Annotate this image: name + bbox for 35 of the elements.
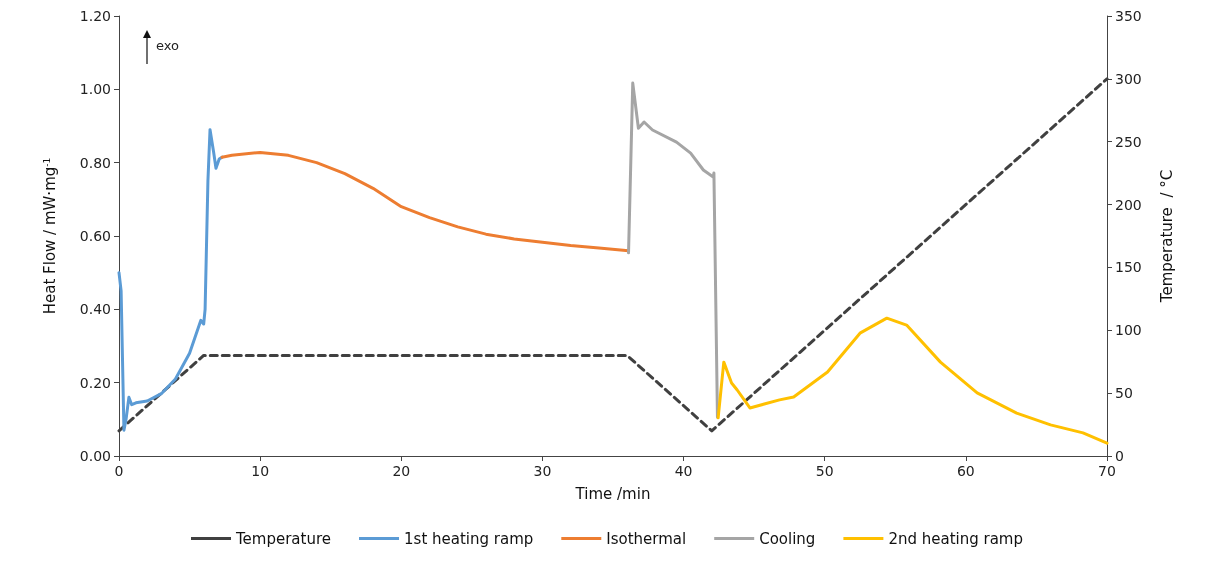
x-tick-label: 40	[674, 463, 693, 479]
y2-tick-label: 150	[1115, 259, 1142, 276]
y-axis-title: Heat Flow / mW·mg-1	[40, 157, 59, 315]
y-tick-label: 0.60	[79, 228, 111, 244]
y2-tick-label: 300	[1115, 70, 1142, 87]
y-tick-label: 1.00	[79, 81, 111, 98]
legend-label: Temperature	[235, 529, 332, 548]
x-tick-label: 50	[815, 463, 834, 479]
y-tick-label: 0.00	[79, 448, 111, 464]
legend-label: Cooling	[759, 529, 816, 548]
y-tick-label: 1.20	[79, 8, 111, 24]
y2-tick-label: 350	[1115, 8, 1142, 24]
x-tick-label: 60	[956, 463, 975, 479]
x-tick-label: 0	[114, 463, 124, 479]
y2-tick-label: 0	[1115, 448, 1124, 464]
x-tick-label: 10	[251, 463, 270, 479]
x-axis-title: Time /min	[574, 484, 651, 503]
y2-tick-label: 50	[1115, 385, 1133, 402]
line-series	[117, 128, 224, 432]
legend-label: 1st heating ramp	[404, 529, 534, 548]
y-tick-label: 0.20	[79, 374, 111, 391]
legend-label: Isothermal	[606, 529, 687, 548]
y2-tick-label: 250	[1115, 133, 1142, 150]
line-series	[627, 81, 719, 419]
legend-label: 2nd heating ramp	[888, 529, 1023, 548]
y2-tick-label: 200	[1115, 196, 1142, 213]
y-tick-label: 0.80	[79, 154, 111, 171]
y2-tick-label: 100	[1115, 322, 1142, 339]
x-tick-label: 20	[392, 463, 411, 479]
y-tick-label: 0.40	[79, 301, 111, 318]
annotation: exo	[156, 38, 180, 53]
line-series	[716, 316, 1109, 445]
x-tick-label: 70	[1098, 463, 1116, 479]
x-tick-label: 30	[533, 463, 552, 479]
y2-axis-title: Temperature / °C	[1157, 169, 1176, 304]
